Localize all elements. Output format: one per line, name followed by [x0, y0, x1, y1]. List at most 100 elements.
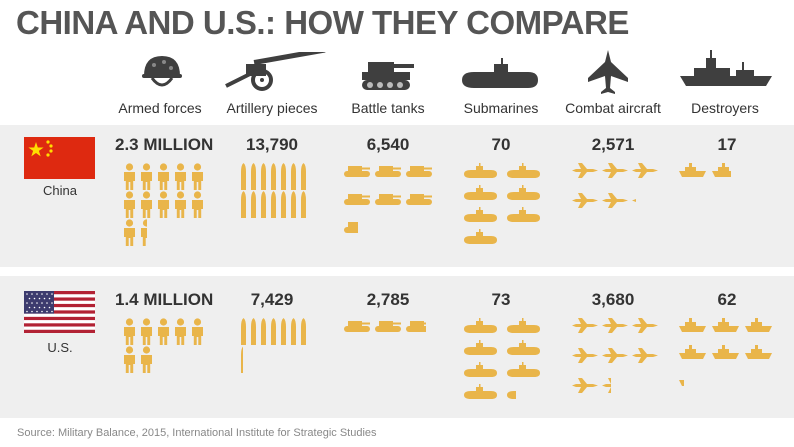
submarine-glyph: [464, 340, 497, 355]
soldier-glyph: [158, 163, 169, 190]
tank-glyph: [344, 194, 370, 205]
aircraft-glyph: [572, 163, 598, 178]
destroyer-glyph: [679, 345, 706, 359]
artillery-shell-glyph: [241, 191, 246, 218]
artillery-shell-glyph: [261, 191, 266, 218]
destroyer-glyph-partial: [712, 163, 731, 177]
submarine-glyph: [507, 185, 540, 200]
submarine-glyph: [464, 229, 497, 244]
category-label: Battle tanks: [351, 100, 425, 116]
submarine-glyph: [464, 163, 497, 178]
aircraft-glyph: [572, 378, 598, 393]
artillery-shell-glyph: [241, 318, 246, 345]
destroyer-ship-icon: [680, 50, 772, 93]
soldier-glyph: [141, 318, 152, 345]
tank-glyph: [375, 166, 401, 177]
tank-glyph: [375, 194, 401, 205]
value-label: 62: [717, 290, 737, 309]
artillery-shell-glyph: [291, 191, 296, 218]
soldier-helmet-icon: [140, 52, 184, 99]
destroyer-glyph: [745, 345, 772, 359]
submarine-glyph: [507, 163, 540, 178]
soldier-glyph: [175, 163, 186, 190]
tank-glyph: [344, 321, 370, 332]
value-label: 17: [717, 135, 737, 154]
tank-icon: [360, 56, 414, 97]
aircraft-glyph: [572, 193, 598, 208]
submarine-glyph: [507, 340, 540, 355]
value-label: 3,680: [591, 290, 635, 309]
tank-glyph-partial: [406, 321, 427, 332]
artillery-gun-icon: [224, 47, 328, 97]
submarine-glyph: [507, 318, 540, 333]
value-label: 2.3 MILLION: [115, 135, 214, 154]
aircraft-glyph: [632, 318, 658, 333]
soldier-glyph: [175, 191, 186, 218]
submarine-glyph: [507, 362, 540, 377]
china-flag-icon: [24, 137, 95, 179]
soldier-glyph: [192, 191, 203, 218]
value-label: 2,571: [591, 135, 635, 154]
submarine-glyph: [464, 318, 497, 333]
aircraft-glyph: [602, 163, 628, 178]
soldier-glyph: [124, 346, 135, 373]
artillery-shell-glyph-partial: [240, 346, 243, 373]
submarine-glyph: [507, 207, 540, 222]
artillery-shell-glyph: [281, 318, 286, 345]
country-label-china: China: [43, 183, 77, 198]
artillery-shell-glyph: [291, 318, 296, 345]
value-label: 6,540: [366, 135, 410, 154]
aircraft-glyph: [602, 348, 628, 363]
aircraft-glyph: [632, 348, 658, 363]
submarine-glyph: [464, 207, 497, 222]
soldier-glyph: [192, 318, 203, 345]
value-label: 13,790: [246, 135, 298, 154]
destroyer-glyph: [712, 318, 739, 332]
tank-glyph: [375, 321, 401, 332]
value-label: 2,785: [366, 290, 410, 309]
soldier-glyph: [124, 163, 135, 190]
submarine-glyph: [464, 362, 497, 377]
aircraft-glyph: [602, 318, 628, 333]
soldier-glyph: [158, 191, 169, 218]
soldier-glyph: [141, 163, 152, 190]
artillery-shell-glyph: [261, 163, 266, 190]
submarine-icon: [460, 58, 540, 97]
value-label: 1.4 MILLION: [115, 290, 214, 309]
tank-glyph: [344, 166, 370, 177]
aircraft-glyph-partial: [602, 378, 612, 393]
tank-glyph: [406, 166, 432, 177]
aircraft-glyph: [602, 193, 628, 208]
destroyer-glyph: [679, 318, 706, 332]
artillery-shell-glyph: [251, 191, 256, 218]
soldier-glyph: [192, 163, 203, 190]
artillery-shell-glyph: [251, 163, 256, 190]
artillery-shell-glyph: [291, 163, 296, 190]
category-label: Submarines: [463, 100, 539, 116]
aircraft-glyph: [632, 163, 658, 178]
us-panel: [0, 276, 794, 418]
country-label-us: U.S.: [47, 340, 73, 355]
destroyer-glyph: [679, 163, 706, 177]
value-label: 73: [491, 290, 511, 309]
soldier-glyph-partial: [141, 219, 147, 246]
artillery-shell-glyph: [251, 318, 256, 345]
value-label: 7,429: [250, 290, 294, 309]
artillery-shell-glyph: [241, 163, 246, 190]
submarine-glyph-partial: [506, 391, 517, 399]
soldier-glyph: [124, 191, 135, 218]
artillery-shell-glyph: [281, 163, 286, 190]
artillery-shell-glyph: [301, 163, 306, 190]
category-label: Combat aircraft: [565, 100, 661, 116]
category-label: Artillery pieces: [226, 100, 318, 116]
us-flag-icon: [24, 291, 95, 333]
value-label: 70: [491, 135, 511, 154]
artillery-shell-glyph: [281, 191, 286, 218]
soldier-glyph: [141, 346, 152, 373]
soldier-glyph: [158, 318, 169, 345]
artillery-shell-glyph: [271, 191, 276, 218]
aircraft-glyph-partial: [632, 199, 636, 202]
destroyer-glyph: [745, 318, 772, 332]
artillery-shell-glyph-partial: [300, 191, 306, 218]
aircraft-glyph: [572, 318, 598, 333]
